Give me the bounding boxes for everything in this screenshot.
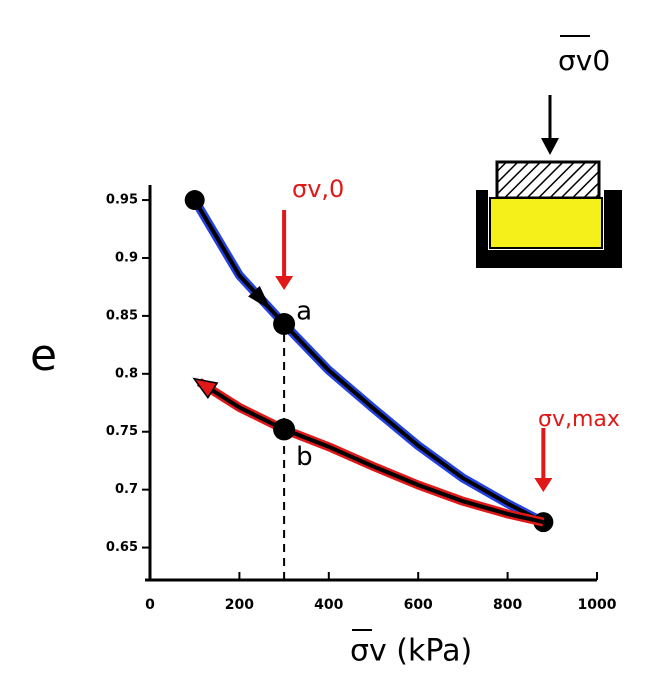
y-tick-label: 0.75 [106,424,138,439]
x-tick-label: 400 [314,597,343,613]
annotation: σv,max [538,407,620,432]
annotation-arrow-head [534,478,553,492]
x-tick-label: 1000 [578,597,617,613]
x-tick-label: 200 [225,597,254,613]
state-point [273,418,296,441]
state-point [273,313,296,336]
oedometer-icon: σv0 [476,35,622,268]
curve-arrow [192,377,219,399]
y-tick-label: 0.8 [115,366,138,381]
y-tick-label: 0.95 [106,193,138,208]
x-tick-label: 0 [145,597,155,613]
y-axis-label: e [30,330,57,381]
curve-outline [198,380,544,525]
apparatus-label: σv0 [558,44,610,77]
y-tick-label: 0.85 [106,308,138,323]
direction-arrow [248,285,272,310]
annotation-arrow-head [275,276,294,290]
end-point [184,190,205,211]
y-tick-label: 0.9 [115,250,138,265]
annotation: σv,0 [292,175,344,203]
y-tick-label: 0.7 [115,482,138,497]
y-tick-label: 0.65 [106,540,138,555]
x-axis-label: σv (kPa) [350,634,472,669]
point-label: b [296,442,313,472]
x-tick-label: 800 [493,597,522,613]
point-label: a [296,297,312,327]
x-tick-label: 600 [404,597,433,613]
